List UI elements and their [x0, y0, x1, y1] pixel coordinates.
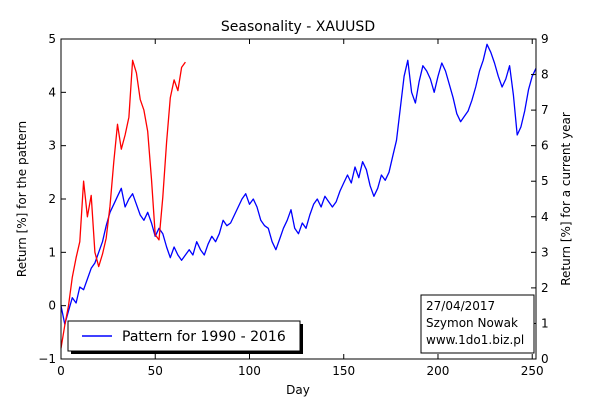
- y-tick-label-left: 2: [48, 192, 56, 206]
- y-tick-label-right: 4: [541, 210, 549, 224]
- x-axis-label: Day: [286, 383, 310, 397]
- y-tick-label-left: 4: [48, 85, 56, 99]
- x-tick-label: 50: [148, 364, 163, 378]
- y-tick-label-left: −1: [38, 352, 56, 366]
- y-axis-label-left: Return [%] for the pattern: [15, 121, 29, 277]
- y-tick-label-right: 8: [541, 68, 549, 82]
- y-tick-label-right: 5: [541, 174, 549, 188]
- y-tick-label-left: 3: [48, 139, 56, 153]
- series-line-current-year: [60, 59, 186, 349]
- info-website: www.1do1.biz.pl: [426, 333, 524, 347]
- info-box-frame: [420, 294, 535, 354]
- x-tick-label: 0: [57, 364, 65, 378]
- info-author: Szymon Nowak: [426, 316, 518, 330]
- y-axis-label-right: Return [%] for a current year: [559, 112, 573, 286]
- y-tick-label-left: 1: [48, 245, 56, 259]
- y-tick-label-right: 0: [541, 352, 549, 366]
- x-tick-label: 150: [332, 364, 355, 378]
- y-tick-label-right: 1: [541, 316, 549, 330]
- legend: Pattern for 1990 - 2016: [67, 320, 303, 354]
- series-layer: [60, 43, 537, 349]
- x-tick-label: 200: [427, 364, 450, 378]
- y-tick-label-left: 0: [48, 299, 56, 313]
- x-tick-label: 250: [521, 364, 544, 378]
- chart-title: Seasonality - XAUUSD: [221, 19, 375, 35]
- series-line-pattern: [60, 43, 537, 325]
- y-tick-label-right: 2: [541, 281, 549, 295]
- info-date: 27/04/2017: [426, 299, 495, 313]
- y-tick-label-left: 5: [48, 32, 56, 46]
- x-tick-label: 100: [238, 364, 261, 378]
- y-tick-label-right: 9: [541, 32, 549, 46]
- y-tick-label-right: 3: [541, 245, 549, 259]
- info-box: 27/04/2017 Szymon Nowak www.1do1.biz.pl: [420, 294, 535, 354]
- y-tick-label-right: 7: [541, 103, 549, 117]
- y-tick-label-right: 6: [541, 139, 549, 153]
- legend-label-pattern: Pattern for 1990 - 2016: [122, 329, 286, 345]
